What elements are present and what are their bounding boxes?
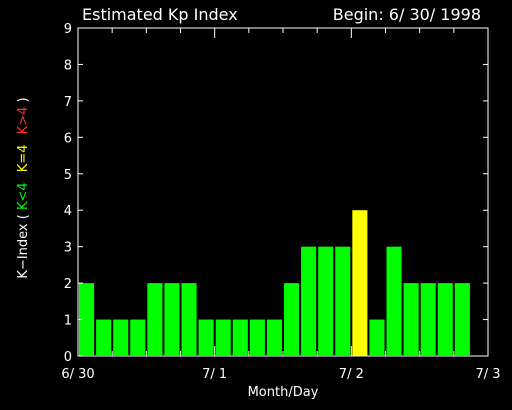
kp-bar [301, 246, 317, 356]
kp-bar [147, 283, 163, 356]
kp-bar [96, 319, 112, 356]
bar-series [79, 210, 470, 356]
kp-bar [79, 283, 95, 356]
y-tick-label: 4 [64, 204, 72, 219]
kp-bar [454, 283, 470, 356]
y-axis-label-gt4: K>4 [16, 107, 31, 135]
x-tick-label: 6/ 30 [61, 367, 94, 382]
y-axis-label-eq4: K=4 [16, 144, 31, 172]
kp-bar [266, 319, 282, 356]
y-tick-label: 3 [64, 241, 72, 256]
begin-date-label: Begin: 6/ 30/ 1998 [333, 5, 481, 24]
kp-bar [181, 283, 197, 356]
kp-bar [249, 319, 265, 356]
y-tick-label: 7 [64, 95, 72, 110]
y-tick-label: 6 [64, 131, 72, 146]
kp-bar [215, 319, 231, 356]
kp-bar [113, 319, 129, 356]
y-tick-label: 1 [64, 314, 72, 329]
kp-bar [232, 319, 248, 356]
y-tick-label: 0 [64, 350, 72, 365]
x-tick-label: 7/ 2 [339, 367, 364, 382]
kp-bar [352, 210, 368, 356]
kp-bar [198, 319, 214, 356]
x-axis-ticks: 6/ 30 7/ 1 7/ 2 7/ 3 [61, 28, 501, 382]
y-axis-label-suffix: ) [16, 97, 31, 102]
y-tick-label: 2 [64, 277, 72, 292]
kp-bar [130, 319, 146, 356]
y-axis-label-lt4: K<4 [16, 182, 31, 210]
kp-bar [335, 246, 351, 356]
y-axis-label: K−Index ( K<4 K=4 K>4 ) [16, 97, 31, 278]
y-tick-label: 5 [64, 168, 72, 183]
y-axis-ticks: 0 1 2 3 4 5 6 7 8 9 [64, 22, 488, 365]
kp-bar [437, 283, 453, 356]
y-axis-label-prefix: K−Index ( [16, 210, 31, 279]
kp-bar [164, 283, 180, 356]
y-tick-label: 9 [64, 22, 72, 37]
y-tick-label: 8 [64, 58, 72, 73]
chart-title: Estimated Kp Index [82, 5, 238, 24]
x-tick-label: 7/ 1 [202, 367, 227, 382]
kp-bar [318, 246, 334, 356]
x-tick-label: 7/ 3 [475, 367, 500, 382]
kp-bar [403, 283, 419, 356]
kp-bar [386, 246, 402, 356]
kp-bar [369, 319, 385, 356]
kp-bar [284, 283, 300, 356]
x-axis-label: Month/Day [248, 385, 319, 400]
kp-bar [420, 283, 436, 356]
